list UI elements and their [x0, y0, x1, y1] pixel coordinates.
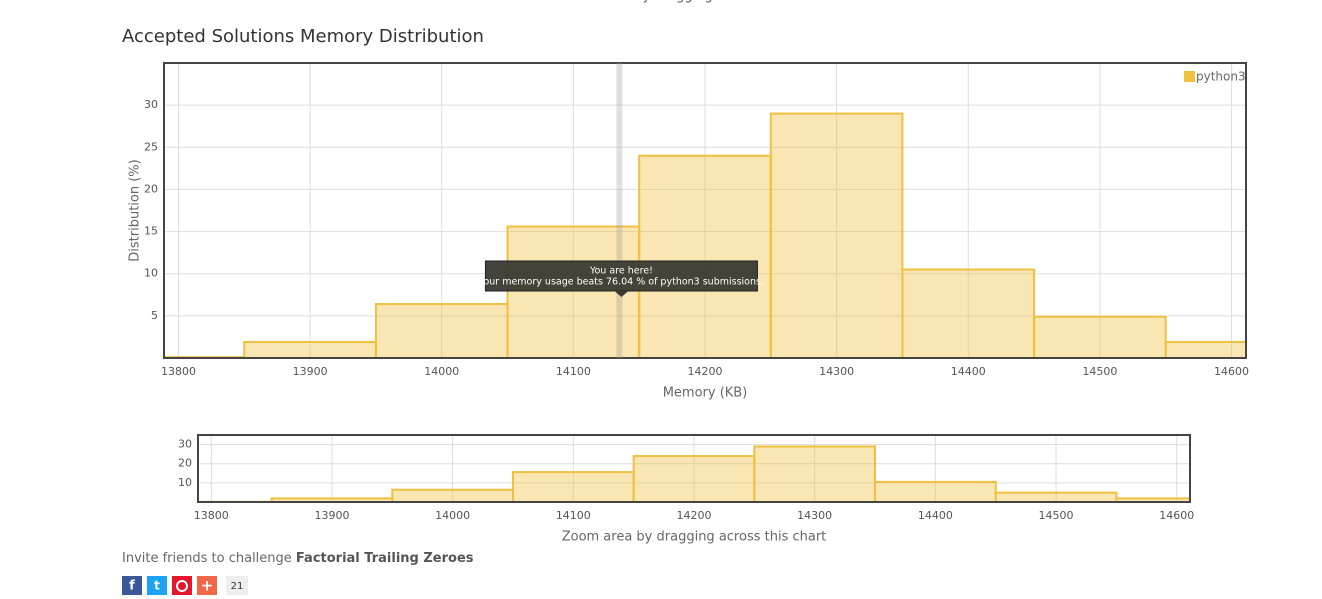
- y-axis-title: Distribution (%): [128, 159, 143, 261]
- facebook-button[interactable]: [122, 576, 142, 595]
- weibo-button[interactable]: [172, 576, 192, 595]
- twitter-button[interactable]: [147, 576, 167, 595]
- x-axis-title: Memory (KB): [663, 386, 748, 401]
- facebook-icon: f: [129, 579, 135, 594]
- tooltip-title: You are here!: [589, 266, 653, 277]
- histogram-bar: [874, 480, 997, 502]
- histogram-bar: [632, 455, 756, 502]
- x-tick-label: 14000: [435, 509, 470, 522]
- y-tick-label: 10: [144, 267, 158, 280]
- histogram-bar: [391, 488, 514, 502]
- legend-swatch: [1184, 71, 1195, 82]
- y-tick-label: 5: [151, 309, 158, 322]
- heading: Accepted Solutions Memory Distribution: [122, 26, 484, 47]
- plot-frame: [163, 62, 1247, 359]
- x-tick-label: 14300: [797, 509, 832, 522]
- y-tick-label: 10: [178, 476, 192, 489]
- histogram-bar: [753, 445, 877, 502]
- x-tick-label: 14100: [556, 509, 591, 522]
- y-tick-label: 30: [144, 98, 158, 111]
- tooltip-text: Your memory usage beats 76.04 % of pytho…: [478, 277, 764, 288]
- invite-text: Invite friends to challenge Factorial Tr…: [122, 551, 474, 566]
- x-axis-title: Zoom area by dragging across this chart: [562, 530, 827, 545]
- legend-label: python3: [1196, 70, 1246, 84]
- x-tick-label: 13800: [161, 365, 196, 378]
- tooltip-box: [484, 260, 758, 292]
- histogram-bar: [374, 303, 509, 358]
- x-tick-label: 13900: [293, 365, 328, 378]
- x-tick-label: 14200: [677, 509, 712, 522]
- histogram-bar: [769, 112, 904, 358]
- y-tick-label: 30: [178, 438, 192, 451]
- histogram-bar: [638, 154, 772, 358]
- y-tick-label: 20: [178, 457, 192, 470]
- problem-link[interactable]: Factorial Trailing Zeroes: [296, 551, 474, 566]
- position-marker: [616, 63, 623, 358]
- x-tick-label: 14400: [918, 509, 953, 522]
- x-tick-label: 14600: [1214, 365, 1249, 378]
- twitter-icon: t: [154, 579, 160, 593]
- x-tick-label: 14000: [424, 365, 459, 378]
- x-tick-label: 14500: [1082, 365, 1117, 378]
- top-note: Zoom area by dragging across this chart: [560, 0, 825, 4]
- x-tick-label: 14100: [556, 365, 591, 378]
- x-tick-label: 13900: [314, 509, 349, 522]
- y-tick-label: 25: [144, 140, 158, 153]
- x-tick-label: 14500: [1039, 509, 1074, 522]
- plot-frame: [197, 434, 1191, 503]
- tooltip-pointer: [614, 291, 629, 297]
- x-tick-label: 14400: [951, 365, 986, 378]
- histogram-bar: [1164, 340, 1246, 358]
- histogram-bar: [901, 268, 1036, 358]
- more-button[interactable]: [197, 576, 217, 595]
- histogram-bar: [994, 491, 1118, 502]
- x-tick-label: 14200: [688, 365, 723, 378]
- y-tick-label: 20: [144, 182, 158, 195]
- weibo-icon: [176, 580, 188, 592]
- tooltip: You are here!Your memory usage beats 76.…: [478, 260, 764, 297]
- histogram-bar: [511, 471, 635, 502]
- x-tick-label: 13800: [194, 509, 229, 522]
- histogram-bar: [1033, 315, 1167, 358]
- invite: Invite friends to challenge: [122, 551, 292, 566]
- share-count: 21: [231, 581, 244, 592]
- x-tick-label: 14300: [819, 365, 854, 378]
- y-tick-label: 15: [144, 225, 158, 238]
- share-count-box: [226, 576, 248, 595]
- histogram-bar: [243, 340, 377, 358]
- x-tick-label: 14600: [1159, 509, 1194, 522]
- more-icon: +: [201, 577, 214, 595]
